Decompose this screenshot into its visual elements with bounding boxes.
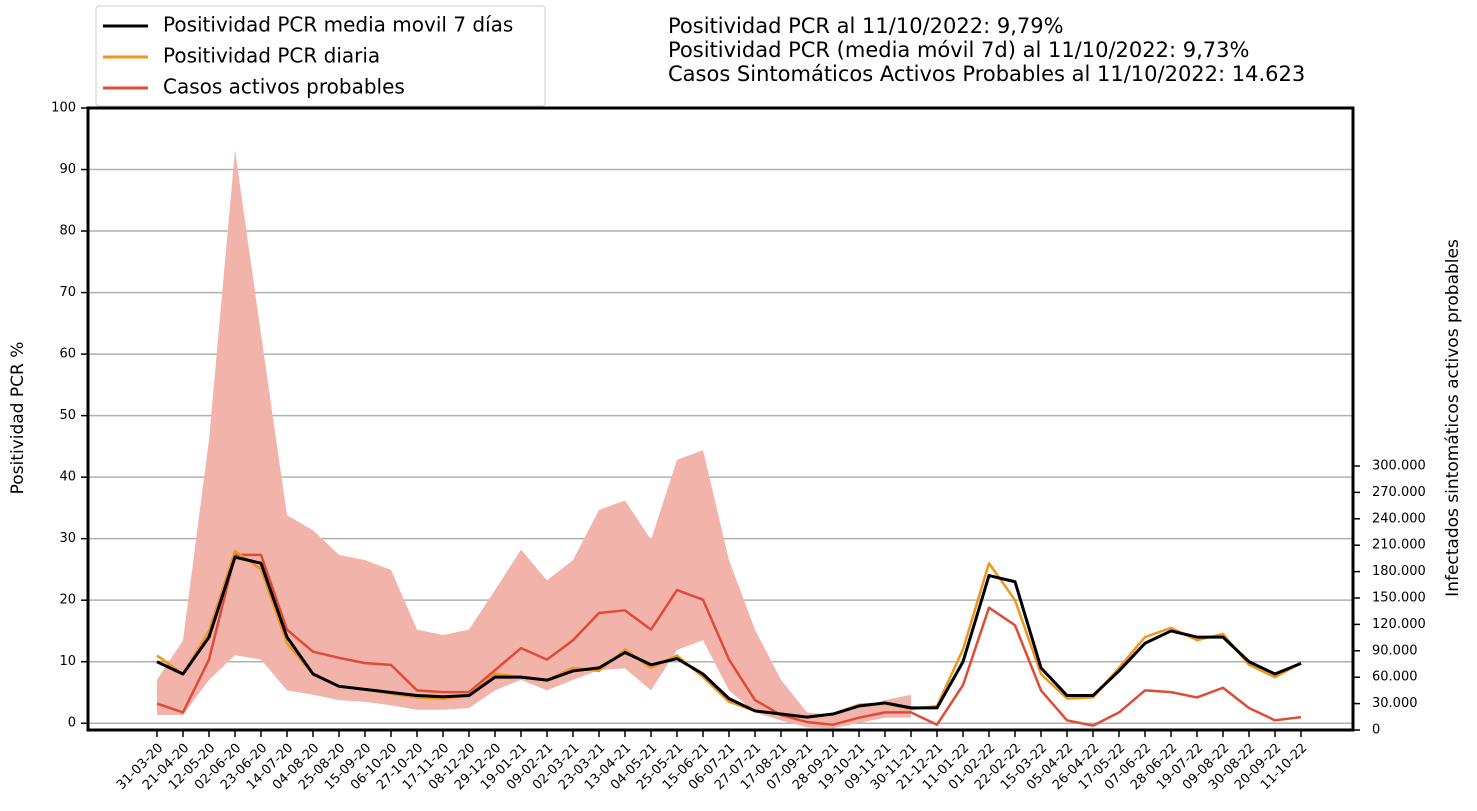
annotation: Positividad PCR (media móvil 7d) al 11/1…: [668, 38, 1249, 62]
y-axis-label: Positividad PCR %: [8, 342, 28, 495]
y-tick-label: 40: [59, 470, 76, 485]
y-tick-label: 80: [59, 224, 76, 239]
legend-label: Positividad PCR media movil 7 días: [163, 13, 513, 37]
series-line: [156, 553, 1302, 727]
y-tick-label: 70: [59, 285, 76, 300]
y-tick-label: 30: [59, 531, 76, 546]
y2-axis-label: Infectados sintomáticos activos probable…: [1443, 239, 1463, 597]
y2-tick-label: 120.000: [1372, 617, 1426, 632]
y-tick-label: 50: [59, 408, 76, 423]
y2-tick-label: 300.000: [1372, 458, 1426, 473]
y-tick-label: 0: [68, 716, 76, 731]
series-line: [156, 555, 1302, 719]
y2-tick-label: 270.000: [1372, 485, 1426, 500]
legend-label: Casos activos probables: [163, 75, 405, 99]
annotation: Casos Sintomáticos Activos Probables al …: [668, 62, 1305, 86]
y2-tick-label: 150.000: [1372, 590, 1426, 605]
plot-frame: [86, 106, 1355, 732]
y2-tick-label: 240.000: [1372, 511, 1426, 526]
y2-tick-label: 60.000: [1372, 670, 1418, 685]
y2-tick-label: 30.000: [1372, 696, 1418, 711]
y-tick-label: 60: [59, 347, 76, 362]
y-tick-label: 10: [59, 654, 76, 669]
annotation: Positividad PCR al 11/10/2022: 9,79%: [668, 14, 1064, 38]
y2-tick-label: 210.000: [1372, 538, 1426, 553]
legend-box: [95, 5, 546, 107]
y2-tick-label: 180.000: [1372, 564, 1426, 579]
y-tick-label: 100: [51, 101, 76, 116]
confidence-band: [157, 150, 911, 729]
y2-tick-label: 90.000: [1372, 643, 1418, 658]
y2-tick-label: 0: [1372, 723, 1380, 738]
y-tick-label: 90: [59, 162, 76, 177]
y-tick-label: 20: [59, 593, 76, 608]
legend-label: Positividad PCR diaria: [163, 44, 380, 68]
